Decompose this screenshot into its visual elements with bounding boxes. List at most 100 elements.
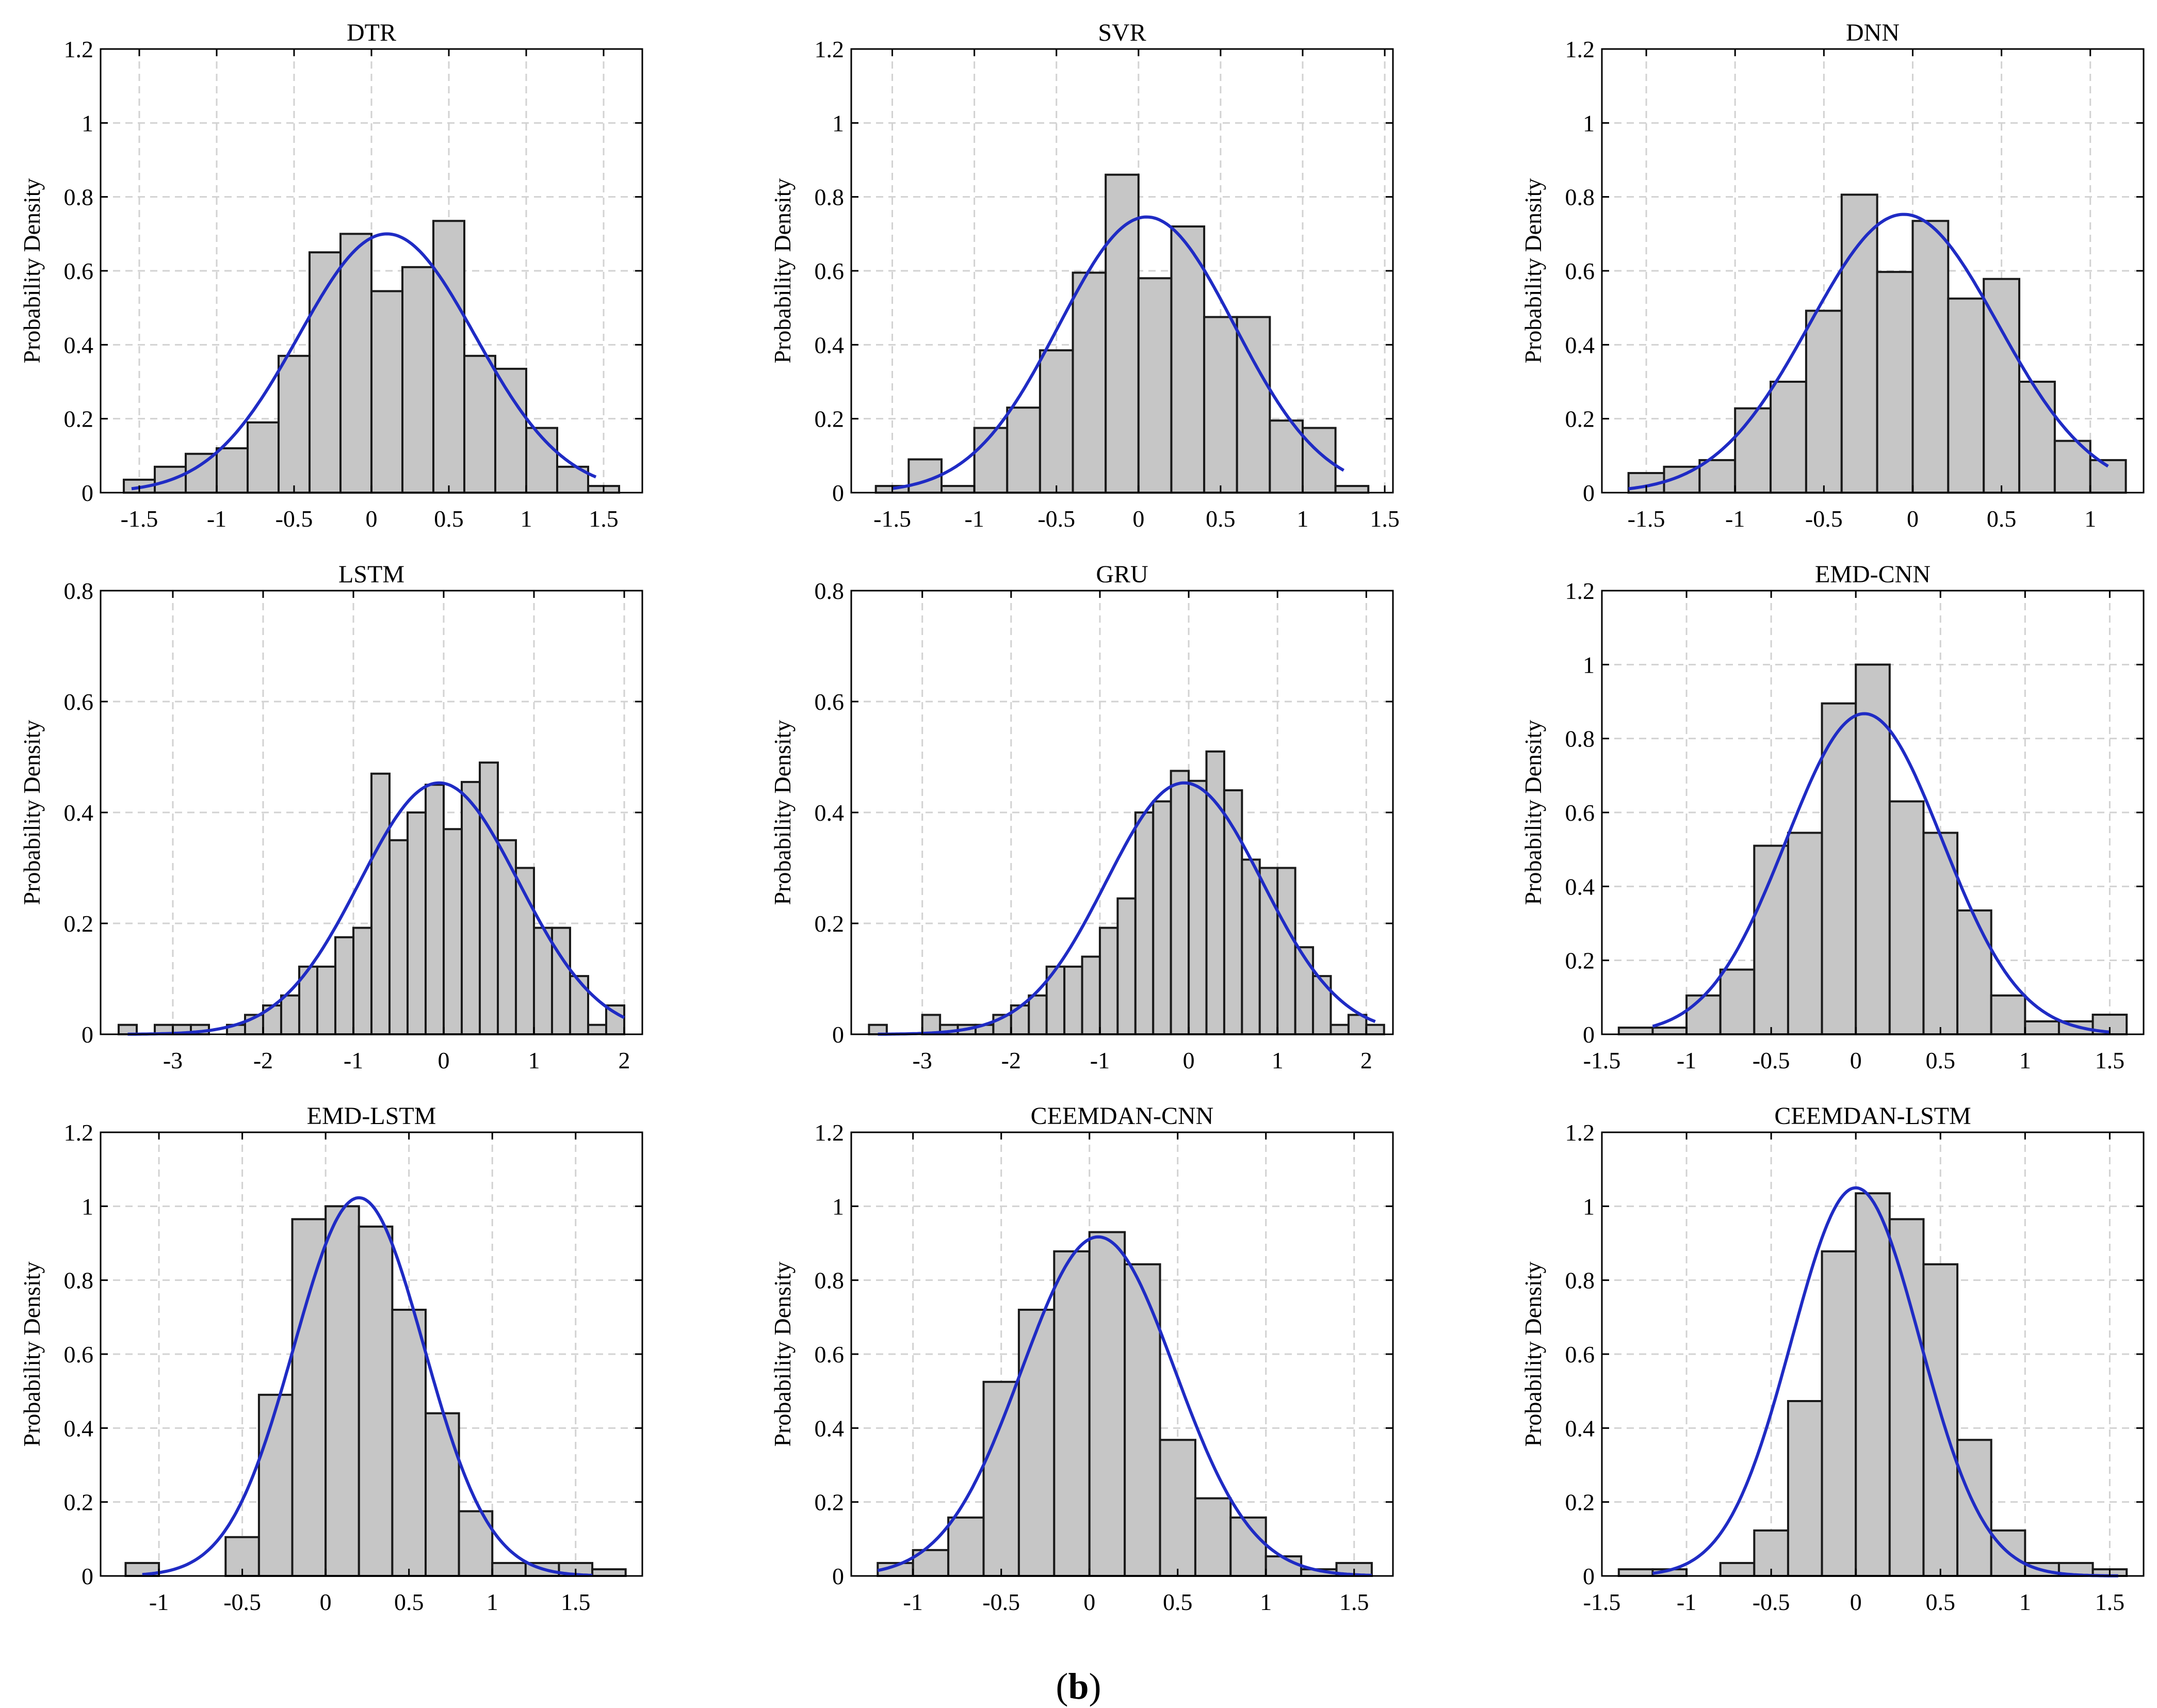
histogram-bar bbox=[407, 811, 427, 1035]
y-tick-label: 0.2 bbox=[1565, 948, 1595, 974]
x-tick-label: -0.5 bbox=[1753, 1047, 1790, 1073]
histogram-bar bbox=[1821, 702, 1857, 1036]
histogram-bar bbox=[1170, 225, 1206, 494]
histogram-bar bbox=[1617, 1027, 1654, 1035]
histogram-bar bbox=[2018, 381, 2056, 494]
x-tick-label: 1 bbox=[2019, 1589, 2031, 1615]
histogram-bar bbox=[1685, 994, 1722, 1035]
y-tick-label: 1.2 bbox=[1565, 1119, 1595, 1146]
figure-caption: (b) bbox=[1056, 1666, 1101, 1707]
x-tick-label: -1 bbox=[1677, 1589, 1696, 1615]
y-tick-label: 0 bbox=[82, 1021, 93, 1048]
chart-title: LSTM bbox=[338, 561, 404, 588]
histogram-bar bbox=[1911, 220, 1950, 494]
histogram-bar bbox=[370, 772, 391, 1035]
y-tick-label: 0.6 bbox=[64, 1341, 94, 1368]
y-tick-label: 0 bbox=[832, 1563, 844, 1589]
histogram-bar bbox=[325, 1205, 360, 1577]
x-tick-label: 1.5 bbox=[589, 506, 619, 532]
x-tick-label: 1 bbox=[1272, 1047, 1284, 1073]
histogram-bar bbox=[425, 784, 445, 1035]
y-tick-label: 1 bbox=[1583, 110, 1595, 136]
y-tick-label: 1.2 bbox=[1565, 36, 1595, 62]
y-tick-label: 0 bbox=[1583, 480, 1595, 506]
y-tick-label: 0.4 bbox=[64, 800, 94, 826]
histogram-bar bbox=[569, 975, 589, 1035]
x-tick-label: 0.5 bbox=[394, 1589, 424, 1615]
x-tick-label: 0.5 bbox=[1926, 1589, 1956, 1615]
y-tick-label: 1.2 bbox=[64, 1119, 94, 1146]
x-tick-label: -2 bbox=[253, 1047, 273, 1073]
histogram-bar bbox=[1159, 1439, 1196, 1577]
x-tick-label: -0.5 bbox=[275, 506, 313, 532]
chart-emd-lstm: -1 -0.5 0 0.5 1 1.5 0 0.2 0.4 0.6 0.8 1 1.2 EMD-LSTM P… bbox=[19, 1102, 643, 1615]
histogram-bar bbox=[1821, 1250, 1857, 1577]
x-tick-label: -1 bbox=[964, 506, 984, 532]
x-tick-label: 1.5 bbox=[2095, 1589, 2125, 1615]
x-tick-label: 0 bbox=[1850, 1047, 1862, 1073]
histogram-bar bbox=[1888, 1218, 1925, 1577]
histogram-bar bbox=[479, 761, 499, 1035]
x-tick-label: -1 bbox=[207, 506, 226, 532]
histogram-bar bbox=[1698, 459, 1737, 494]
histogram-bar bbox=[443, 828, 463, 1035]
x-tick-label: -1 bbox=[1090, 1047, 1110, 1073]
y-tick-label: 0.2 bbox=[815, 1489, 845, 1516]
x-tick-label: 0 bbox=[1907, 506, 1919, 532]
x-tick-label: -3 bbox=[913, 1047, 932, 1073]
y-tick-label: 1.2 bbox=[815, 1119, 845, 1146]
histogram-bar bbox=[1787, 1400, 1823, 1577]
chart-emd-cnn: -1.5 -1 -0.5 0 0.5 1 1.5 0 0.2 0.4 0.6 0.8 1 1.2 EMD-C… bbox=[1520, 561, 2145, 1073]
y-tick-label: 1 bbox=[1583, 652, 1595, 678]
x-tick-label: 0.5 bbox=[1926, 1047, 1956, 1073]
y-tick-label: 0.6 bbox=[1565, 258, 1595, 284]
y-tick-label: 0.6 bbox=[64, 258, 94, 284]
x-tick-label: 0.5 bbox=[1163, 1589, 1193, 1615]
histogram-bar bbox=[1947, 297, 1985, 494]
chart-ceemdan-lstm: -1.5 -1 -0.5 0 0.5 1 1.5 0 0.2 0.4 0.6 0.8 1 1.2 CEEMD… bbox=[1520, 1102, 2145, 1615]
histogram-bar bbox=[1365, 1023, 1385, 1035]
x-tick-label: 1.5 bbox=[1339, 1589, 1369, 1615]
x-tick-label: -1 bbox=[1677, 1047, 1696, 1073]
x-tick-label: 2 bbox=[1360, 1047, 1372, 1073]
histogram-bar bbox=[1770, 381, 1807, 494]
y-tick-label: 0.8 bbox=[64, 184, 94, 210]
x-tick-label: 1.5 bbox=[561, 1589, 591, 1615]
chart-title: EMD-CNN bbox=[1815, 561, 1931, 588]
y-axis-label: Probability Density bbox=[19, 1261, 45, 1446]
histogram-bar bbox=[1006, 406, 1041, 494]
y-axis-label: Probability Density bbox=[769, 178, 796, 363]
histogram-bar bbox=[2024, 1020, 2060, 1035]
histogram-bar bbox=[1137, 277, 1173, 494]
x-tick-label: -0.5 bbox=[1805, 506, 1843, 532]
y-tick-label: 0.4 bbox=[64, 332, 94, 358]
histogram-bar bbox=[591, 1568, 627, 1577]
histogram-bar bbox=[1294, 946, 1315, 1035]
histogram-bar bbox=[1081, 955, 1101, 1035]
y-tick-label: 1 bbox=[832, 110, 844, 136]
histogram-bar bbox=[1124, 1263, 1161, 1577]
histogram-bar bbox=[1840, 193, 1878, 494]
x-tick-label: -1.5 bbox=[121, 506, 158, 532]
normal-fit-curve bbox=[1652, 712, 2110, 1034]
histogram-bar bbox=[1805, 310, 1843, 494]
histogram-bar bbox=[1241, 858, 1261, 1035]
histogram-bar bbox=[982, 1380, 1020, 1577]
y-axis-label: Probability Density bbox=[19, 178, 45, 363]
y-tick-label: 0 bbox=[1583, 1021, 1595, 1048]
x-tick-label: -1.5 bbox=[1583, 1589, 1621, 1615]
chart-title: DTR bbox=[347, 19, 396, 46]
histogram-bar bbox=[1152, 800, 1172, 1035]
y-tick-label: 0.6 bbox=[815, 689, 845, 715]
x-tick-label: 0 bbox=[438, 1047, 450, 1073]
y-tick-label: 0 bbox=[832, 1021, 844, 1048]
histogram-bar bbox=[1194, 1497, 1232, 1577]
y-tick-label: 0.2 bbox=[64, 406, 94, 432]
x-tick-label: -0.5 bbox=[223, 1589, 261, 1615]
x-tick-label: 0 bbox=[1183, 1047, 1195, 1073]
histogram-bar bbox=[1329, 1023, 1350, 1035]
histogram-bar bbox=[185, 452, 218, 494]
x-tick-label: 0 bbox=[1850, 1589, 1862, 1615]
histogram-bar bbox=[463, 354, 496, 494]
histogram-bar bbox=[1990, 994, 2026, 1035]
